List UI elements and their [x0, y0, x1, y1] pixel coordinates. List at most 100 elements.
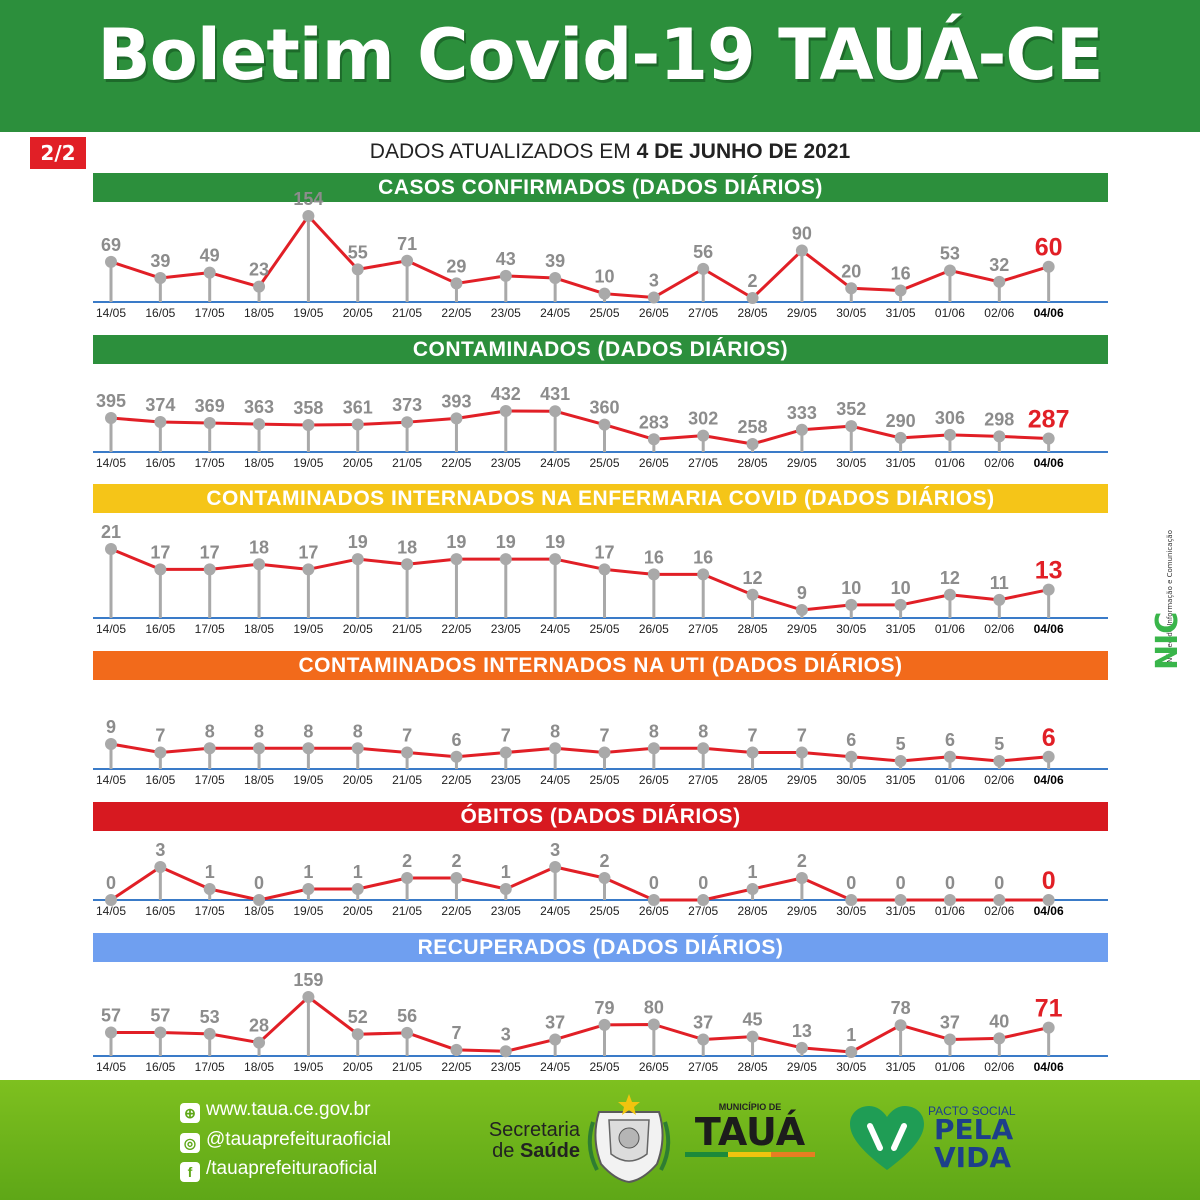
uti-point: [203, 742, 216, 755]
enfermaria-point: [302, 563, 315, 576]
uti-point: [450, 750, 463, 763]
obitos-tick-label: 31/05: [886, 904, 916, 918]
recuperados-data-label: 159: [293, 970, 323, 990]
casos-tick-label: 19/05: [293, 306, 323, 320]
contaminados-data-label: 432: [491, 384, 521, 404]
recuperados-point: [351, 1028, 364, 1041]
contaminados-point: [549, 405, 562, 418]
contaminados-point: [401, 416, 414, 429]
contaminados-tick-label: 21/05: [392, 456, 422, 470]
casos-tick-label: 23/05: [491, 306, 521, 320]
facebook-link[interactable]: f/tauaprefeituraoficial: [180, 1158, 377, 1182]
obitos-point: [450, 872, 463, 884]
uti-data-label: 7: [797, 726, 807, 746]
enfermaria-point: [203, 563, 216, 576]
enfermaria-tick-label: 30/05: [836, 622, 866, 636]
enfermaria-point: [845, 598, 858, 611]
obitos-point: [401, 872, 414, 884]
obitos-point: [647, 894, 660, 906]
casos-data-label: 20: [841, 261, 861, 281]
recuperados-tick-label: 02/06: [984, 1060, 1014, 1074]
recuperados-point: [845, 1046, 858, 1058]
obitos-point: [1042, 894, 1055, 906]
contaminados-data-label: 287: [1028, 406, 1070, 434]
instagram-text: @tauaprefeituraoficial: [206, 1129, 392, 1150]
obitos-point: [598, 872, 611, 884]
enfermaria-data-label: 19: [496, 532, 516, 552]
obitos-data-label: 0: [994, 873, 1004, 893]
casos-data-label: 23: [249, 260, 269, 280]
recuperados-point: [943, 1033, 956, 1046]
uti-data-label: 6: [1042, 724, 1056, 752]
recuperados-tick-label: 23/05: [491, 1060, 521, 1074]
contaminados-tick-label: 24/05: [540, 456, 570, 470]
contaminados-point: [302, 419, 315, 432]
contaminados-tick-label: 02/06: [984, 456, 1014, 470]
casos-tick-label: 31/05: [886, 306, 916, 320]
casos-point: [746, 292, 759, 304]
obitos-tick-label: 18/05: [244, 904, 274, 918]
contaminados-data-label: 393: [441, 391, 471, 411]
casos-point: [253, 280, 266, 293]
casos-point: [598, 287, 611, 300]
recuperados-data-label: 37: [693, 1012, 713, 1032]
enfermaria-data-label: 16: [693, 547, 713, 567]
obitos-data-label: 1: [501, 862, 511, 882]
contaminados-tick-label: 16/05: [145, 456, 175, 470]
enfermaria-tick-label: 01/06: [935, 622, 965, 636]
recuperados-tick-label: 14/05: [96, 1060, 126, 1074]
casos-tick-label: 04/06: [1034, 306, 1064, 320]
uti-data-label: 7: [501, 726, 511, 746]
instagram-link[interactable]: ◎ @tauaprefeituraoficial: [180, 1129, 391, 1153]
contaminados-data-label: 290: [886, 411, 916, 431]
recuperados-point: [1042, 1021, 1055, 1034]
uti-point: [549, 742, 562, 755]
contaminados-tick-label: 27/05: [688, 456, 718, 470]
contaminados-point: [795, 423, 808, 436]
uti-tick-label: 14/05: [96, 773, 126, 787]
contaminados-point: [253, 418, 266, 431]
casos-point: [795, 244, 808, 257]
obitos-data-label: 2: [402, 851, 412, 871]
casos-data-label: 69: [101, 235, 121, 255]
uti-tick-label: 17/05: [195, 773, 225, 787]
casos-tick-label: 16/05: [145, 306, 175, 320]
enfermaria-data-label: 18: [249, 537, 269, 557]
obitos-data-label: 2: [797, 851, 807, 871]
recuperados-tick-label: 16/05: [145, 1060, 175, 1074]
enfermaria-tick-label: 25/05: [589, 622, 619, 636]
casos-data-label: 39: [545, 251, 565, 271]
uti-tick-label: 19/05: [293, 773, 323, 787]
uti-point: [943, 750, 956, 763]
casos-tick-label: 18/05: [244, 306, 274, 320]
enfermaria-tick-label: 28/05: [738, 622, 768, 636]
recuperados-point: [549, 1033, 562, 1046]
instagram-icon: ◎: [180, 1133, 200, 1153]
website-link[interactable]: ⊕ www.taua.ce.gov.br: [180, 1099, 370, 1123]
enfermaria-point: [943, 588, 956, 601]
enfermaria-tick-label: 04/06: [1034, 622, 1064, 636]
uti-point: [697, 742, 710, 755]
casos-data-label: 90: [792, 224, 812, 244]
obitos-data-label: 0: [1042, 867, 1056, 895]
recuperados-tick-label: 20/05: [343, 1060, 373, 1074]
contaminados-point: [845, 420, 858, 433]
enfermaria-point: [795, 604, 808, 616]
obitos-data-label: 2: [451, 851, 461, 871]
uti-tick-label: 31/05: [886, 773, 916, 787]
contaminados-point: [697, 429, 710, 442]
uti-data-label: 9: [106, 717, 116, 737]
enfermaria-tick-label: 20/05: [343, 622, 373, 636]
casos-point: [697, 262, 710, 275]
uti-data-label: 6: [945, 730, 955, 750]
contaminados-point: [943, 428, 956, 441]
uti-tick-label: 23/05: [491, 773, 521, 787]
uti-tick-label: 26/05: [639, 773, 669, 787]
casos-point: [401, 254, 414, 267]
contaminados-tick-label: 17/05: [195, 456, 225, 470]
uti-tick-label: 22/05: [441, 773, 471, 787]
enfermaria-tick-label: 16/05: [145, 622, 175, 636]
casos-tick-label: 20/05: [343, 306, 373, 320]
obitos-tick-label: 14/05: [96, 904, 126, 918]
contaminados-data-label: 302: [688, 409, 718, 429]
